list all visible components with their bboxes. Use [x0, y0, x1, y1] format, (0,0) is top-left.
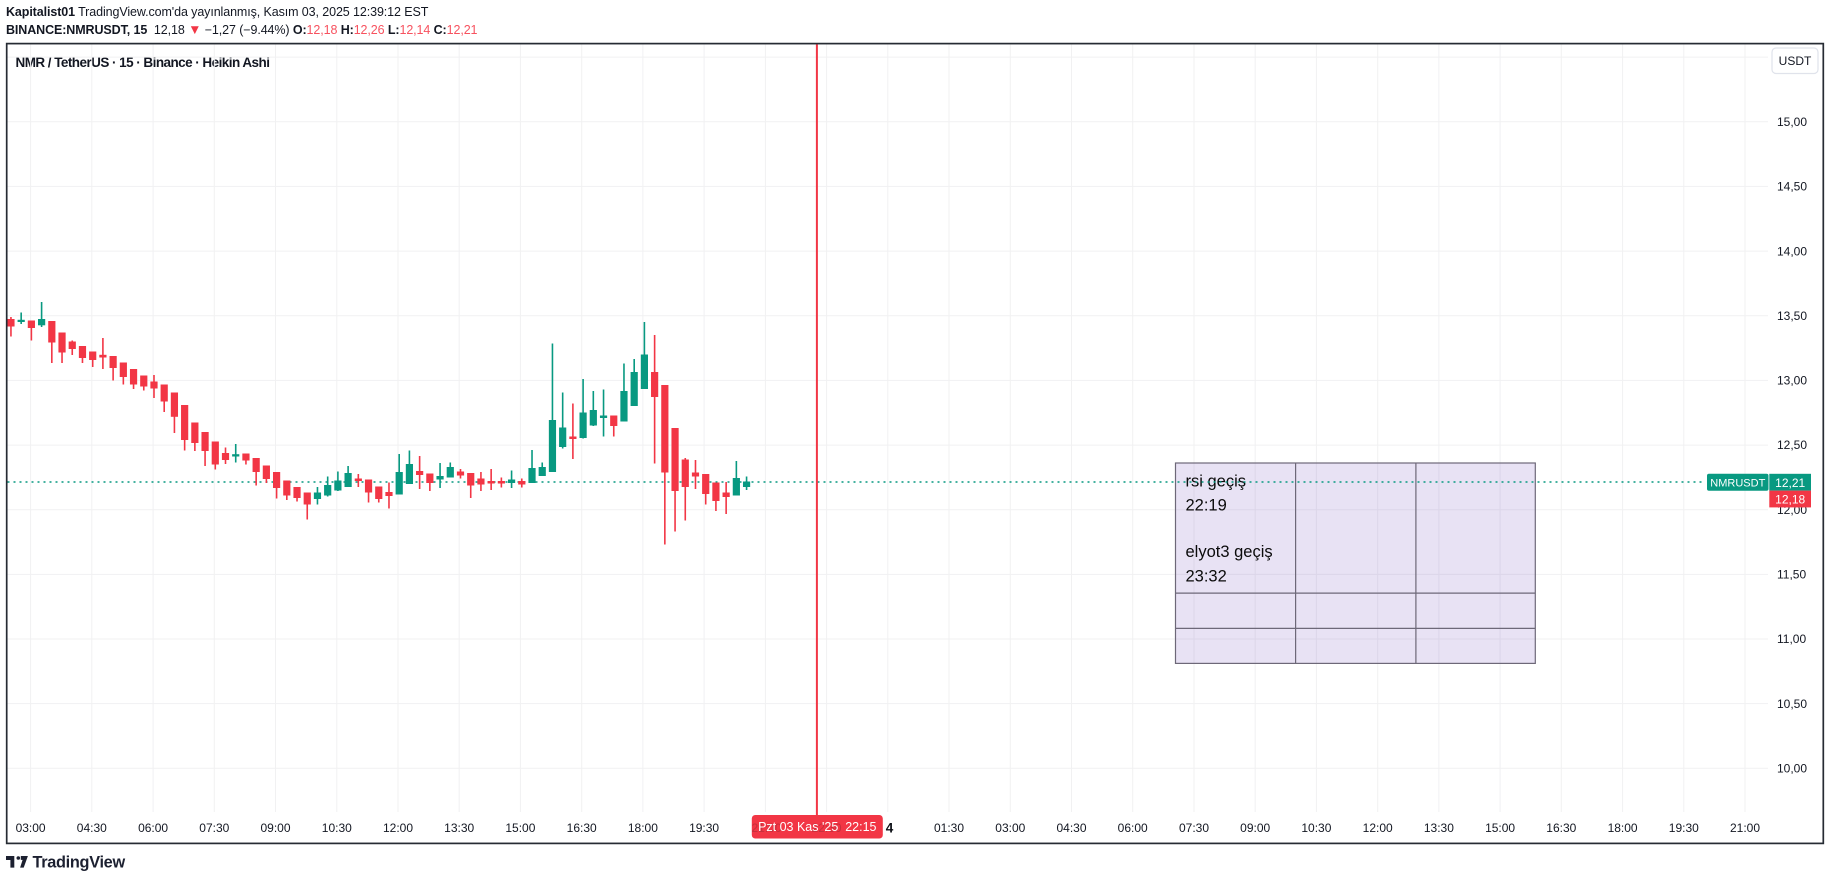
svg-text:12,18: 12,18 [1775, 493, 1805, 507]
svg-text:07:30: 07:30 [1179, 821, 1209, 835]
svg-text:12,21: 12,21 [1775, 476, 1805, 490]
svg-text:06:00: 06:00 [1118, 821, 1148, 835]
svg-text:rsi geçiş: rsi geçiş [1186, 473, 1247, 491]
svg-text:21:00: 21:00 [1730, 821, 1760, 835]
svg-text:10:30: 10:30 [322, 821, 352, 835]
svg-text:10,00: 10,00 [1777, 762, 1807, 776]
svg-text:23:32: 23:32 [1186, 568, 1227, 586]
svg-text:NMRUSDT: NMRUSDT [1710, 478, 1765, 490]
svg-text:10:30: 10:30 [1301, 821, 1331, 835]
svg-text:09:00: 09:00 [1240, 821, 1270, 835]
svg-text:03:00: 03:00 [995, 821, 1025, 835]
svg-text:15,00: 15,00 [1777, 115, 1807, 129]
svg-text:06:00: 06:00 [138, 821, 168, 835]
svg-text:04:30: 04:30 [1056, 821, 1086, 835]
svg-text:USDT: USDT [1779, 54, 1812, 68]
svg-text:22:30: 22:30 [812, 821, 842, 835]
svg-text:19:30: 19:30 [1669, 821, 1699, 835]
svg-text:4: 4 [886, 821, 894, 836]
svg-text:01:30: 01:30 [934, 821, 964, 835]
svg-text:13,50: 13,50 [1777, 309, 1807, 323]
svg-text:15:00: 15:00 [505, 821, 535, 835]
svg-text:13:30: 13:30 [444, 821, 474, 835]
svg-text:09:00: 09:00 [260, 821, 290, 835]
svg-text:TradingView: TradingView [33, 853, 126, 871]
svg-text:12,50: 12,50 [1777, 438, 1807, 452]
svg-text:03:00: 03:00 [16, 821, 46, 835]
svg-text:15:00: 15:00 [1485, 821, 1515, 835]
svg-text:11,00: 11,00 [1777, 632, 1806, 646]
svg-text:18:00: 18:00 [1608, 821, 1638, 835]
svg-text:22:19: 22:19 [1186, 497, 1227, 515]
svg-text:12:00: 12:00 [1363, 821, 1393, 835]
svg-text:21:00: 21:00 [751, 821, 781, 835]
svg-text:13,00: 13,00 [1777, 374, 1807, 388]
svg-text:16:30: 16:30 [567, 821, 597, 835]
svg-text:14,00: 14,00 [1777, 244, 1807, 258]
svg-text:07:30: 07:30 [199, 821, 229, 835]
svg-text:04:30: 04:30 [77, 821, 107, 835]
svg-text:10,50: 10,50 [1777, 697, 1807, 711]
svg-text:13:30: 13:30 [1424, 821, 1454, 835]
svg-text:11,50: 11,50 [1777, 568, 1806, 582]
svg-text:14,50: 14,50 [1777, 180, 1807, 194]
svg-text:19:30: 19:30 [689, 821, 719, 835]
svg-text:12:00: 12:00 [383, 821, 413, 835]
svg-text:18:00: 18:00 [628, 821, 658, 835]
svg-text:Pzt 03 Kas '25 22:15: Pzt 03 Kas '25 22:15 [758, 820, 876, 834]
svg-text:elyot3 geçiş: elyot3 geçiş [1186, 543, 1273, 561]
svg-text:16:30: 16:30 [1546, 821, 1576, 835]
